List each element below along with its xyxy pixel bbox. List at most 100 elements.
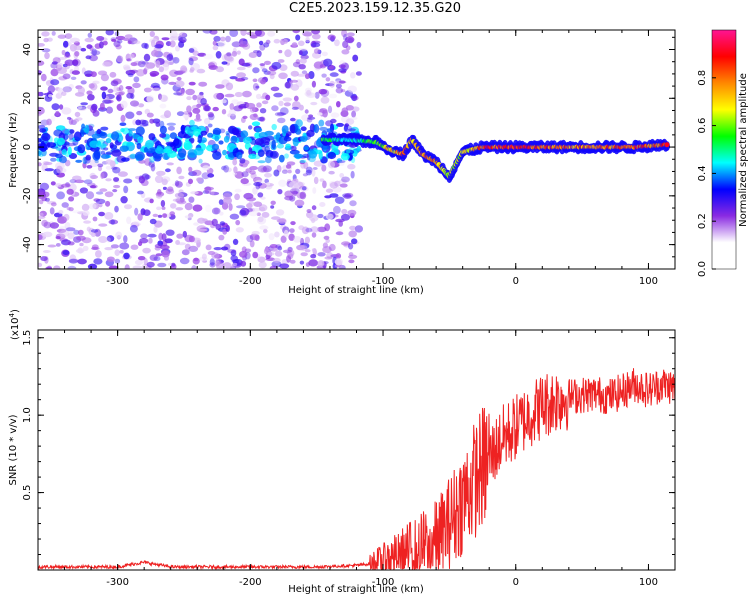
- spectrogram-cell: [106, 256, 115, 262]
- spectrogram-cell: [231, 99, 239, 105]
- spectrogram-cell: [287, 169, 292, 174]
- spectrogram-x-ticks: -300 -200 -100 0 100: [37, 30, 676, 287]
- spectrogram-cell: [348, 259, 355, 264]
- spectrogram-cell: [301, 226, 310, 235]
- spectrogram-cell: [61, 149, 67, 156]
- spectrogram-cell: [265, 39, 271, 45]
- spectrogram-cell: [260, 196, 266, 200]
- spectrogram-cell: [263, 42, 270, 48]
- spectrogram-cell: [192, 94, 198, 101]
- spectrogram-cell: [351, 106, 360, 112]
- spectrogram-cell: [68, 207, 74, 212]
- spectrogram-cell: [170, 203, 177, 209]
- spectrogram-cell: [77, 229, 84, 236]
- spectrogram-cell: [282, 97, 292, 102]
- spectrogram-cell: [174, 80, 185, 88]
- spectrogram-cell: [312, 167, 318, 170]
- spectrogram-cell: [253, 182, 263, 187]
- spectrogram-cell: [137, 60, 146, 68]
- spectrogram-cell: [270, 200, 276, 205]
- spectrogram-cell: [101, 91, 107, 100]
- spectrogram-cell: [289, 180, 299, 189]
- spectrogram-cell: [108, 219, 119, 225]
- spectrogram-cell: [291, 42, 298, 47]
- spectrogram-cell: [109, 71, 117, 78]
- spectrogram-cell: [120, 196, 128, 204]
- spectrogram-cell: [319, 108, 328, 114]
- spectrogram-cell: [126, 216, 132, 225]
- snr-panel: -300 -200 -100 0 100 0.5 1.0 1.5 Height of str…: [8, 309, 676, 595]
- spectrogram-cell: [45, 266, 52, 269]
- spectrogram-cell: [202, 190, 210, 194]
- spectrogram-cell: [299, 58, 307, 64]
- spectrogram-cell: [240, 260, 247, 267]
- spectrogram-cell: [192, 107, 201, 114]
- spectrogram-cell: [324, 195, 332, 199]
- spectrogram-cell: [154, 243, 163, 249]
- spectrogram-cell: [254, 30, 262, 37]
- spectrogram-cell: [339, 183, 348, 188]
- spectrogram-cell: [330, 118, 337, 124]
- spectrogram-cell: [155, 191, 165, 197]
- spectrogram-cell: [207, 132, 214, 138]
- spectrogram-cell: [113, 40, 121, 48]
- colorbar-label: Normalized spectral amplitude: [738, 73, 749, 227]
- spectrogram-cell: [265, 94, 271, 101]
- spectrogram-cell: [67, 146, 72, 156]
- spectrogram-cell: [150, 163, 156, 172]
- spectrogram-cell: [220, 36, 226, 42]
- spectrogram-cell: [257, 165, 267, 173]
- spectrogram-cell: [305, 73, 310, 80]
- spectrogram-cell: [305, 169, 313, 176]
- spectrogram-cell: [83, 179, 93, 184]
- spectrogram-cell: [238, 58, 245, 66]
- spectrogram-cell: [114, 91, 124, 97]
- spectrogram-cell: [110, 244, 119, 249]
- spectrogram-cell: [338, 64, 346, 69]
- spectrogram-cell: [43, 161, 53, 166]
- spectrogram-cell: [50, 157, 57, 162]
- spectrogram-cell: [188, 235, 195, 243]
- spectrogram-cell: [209, 30, 218, 35]
- spectrogram-cell: [191, 265, 197, 269]
- spectrogram-cell: [350, 116, 358, 120]
- spectrogram-cell: [288, 80, 293, 84]
- spectrogram-cell: [245, 102, 256, 110]
- spectrogram-cell: [38, 70, 43, 74]
- spectrogram-cell: [261, 100, 269, 105]
- spectrogram-cell: [291, 187, 297, 196]
- spectrogram-cell: [252, 251, 259, 259]
- spectrogram-cell: [87, 94, 95, 101]
- spectrogram-cell: [304, 236, 310, 244]
- spectrogram-cell: [119, 250, 124, 254]
- spectrogram-cell: [134, 207, 139, 216]
- spectrogram-cell: [224, 93, 235, 98]
- spectrogram-cell: [285, 143, 291, 149]
- spectrogram-cell: [297, 181, 305, 187]
- spectrogram-cell: [226, 56, 234, 62]
- spectrogram-cell: [306, 209, 312, 213]
- spectrogram-cell: [146, 95, 155, 103]
- spectrogram-cell: [230, 113, 236, 120]
- spectrogram-cell: [86, 44, 93, 49]
- spectrogram-cell: [77, 105, 83, 110]
- spectrogram-cell: [351, 110, 356, 118]
- spectrogram-cell: [74, 51, 80, 57]
- spectrogram-cell: [82, 245, 89, 251]
- spectrogram-cell: [223, 135, 230, 143]
- spectrogram-cell: [320, 89, 330, 98]
- spectrogram-cell: [166, 54, 174, 61]
- spectrogram-cell: [232, 158, 238, 166]
- spectrogram-cell: [225, 225, 230, 232]
- spectrogram-cell: [137, 190, 144, 195]
- spectrogram-cell: [302, 31, 312, 37]
- spectrogram-cell: [161, 178, 168, 186]
- spectrogram-cell: [114, 249, 120, 256]
- spectrogram-cell: [311, 33, 321, 40]
- spectrogram-cell: [232, 262, 238, 266]
- spectrogram-cell: [340, 153, 350, 161]
- spectrogram-cell: [133, 40, 141, 45]
- spectrogram-cell: [217, 39, 226, 48]
- snr-y-ticks: 0.5 1.0 1.5: [22, 330, 675, 556]
- spectrogram-cell: [105, 138, 112, 144]
